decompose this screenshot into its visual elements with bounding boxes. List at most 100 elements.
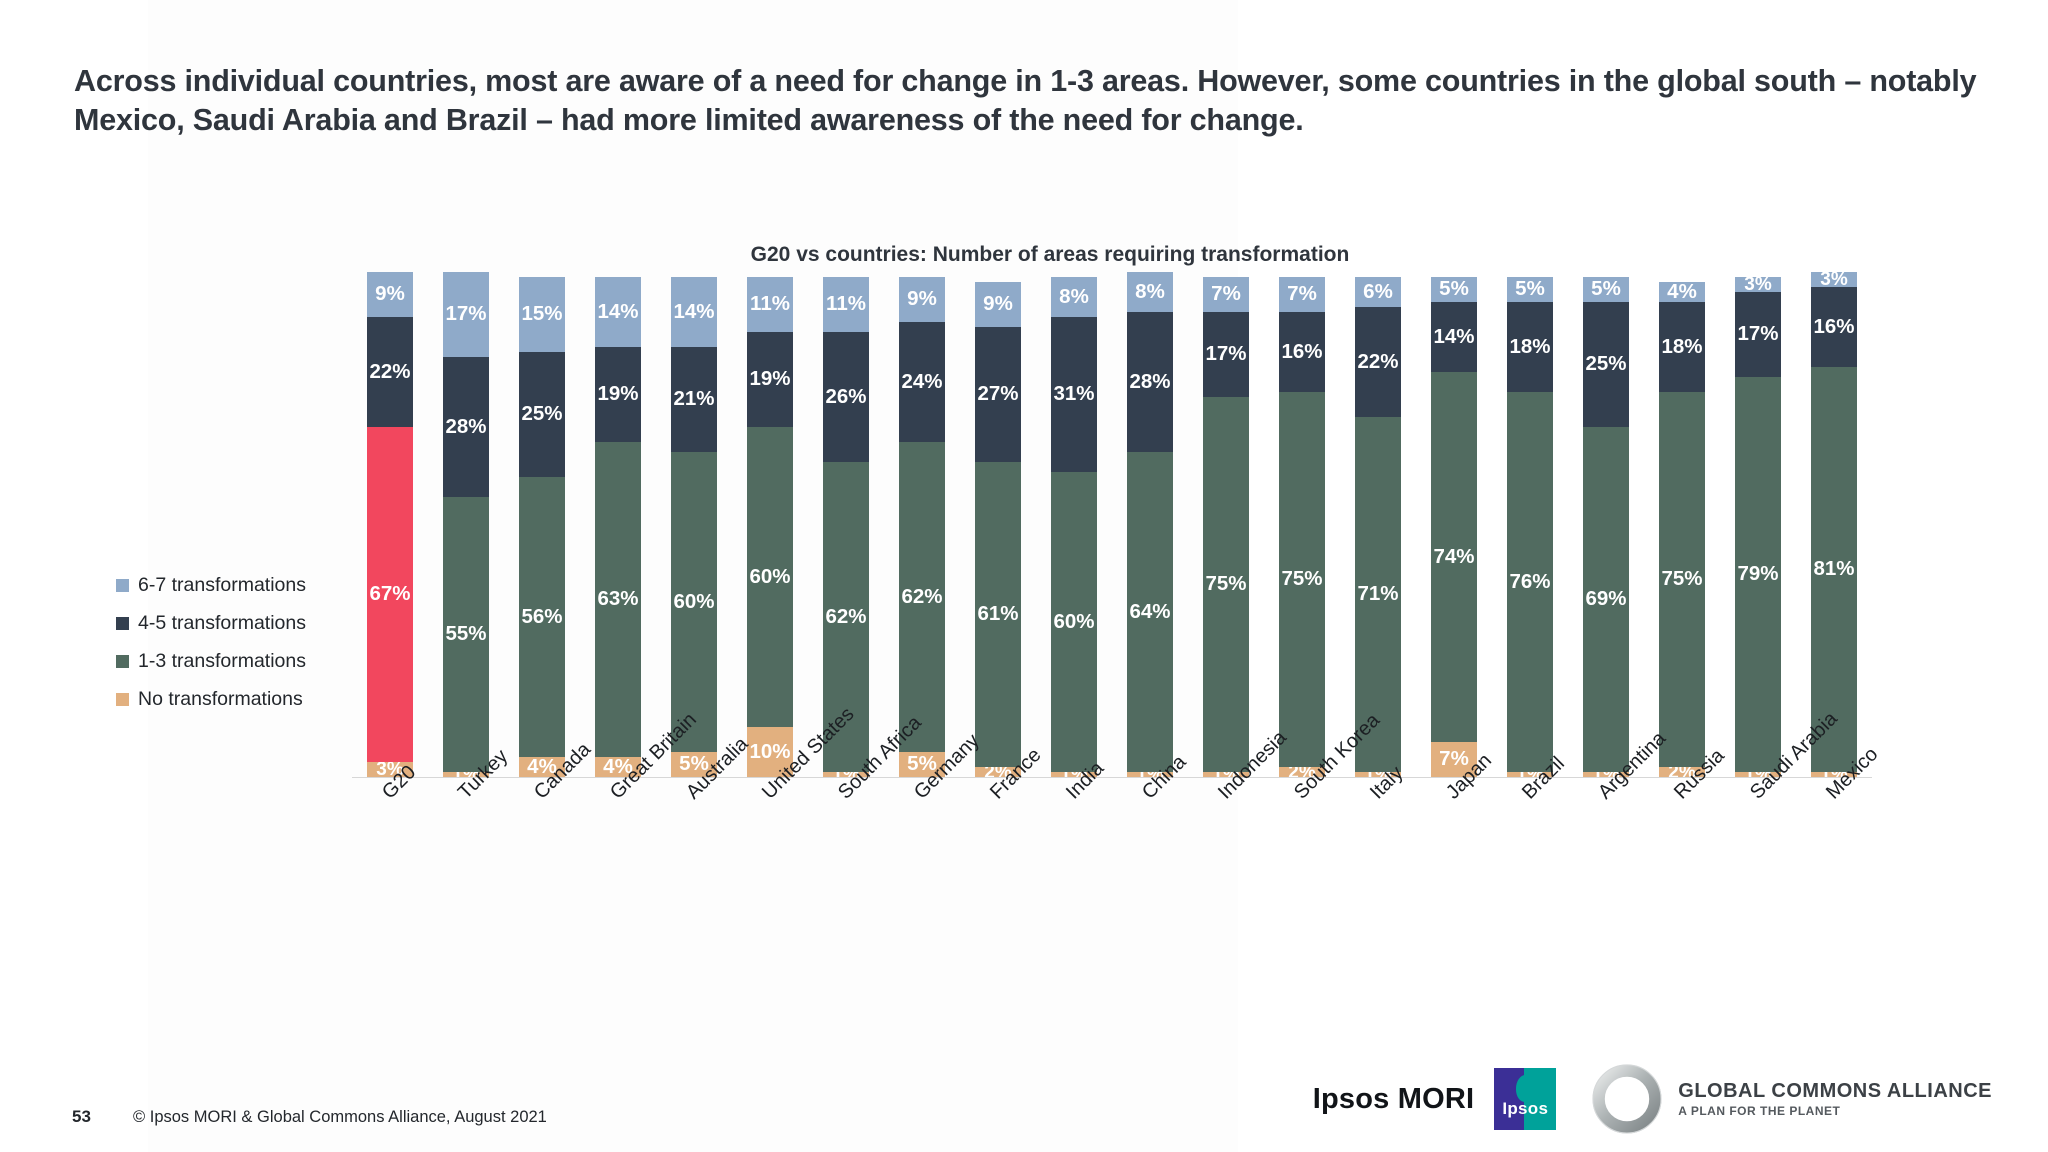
bar-segment-value: 19% (749, 367, 791, 391)
bar-segment[interactable]: 79% (1735, 377, 1781, 772)
bar-column[interactable]: 1% 55% 28% 17% (443, 272, 489, 784)
bar-column[interactable]: 1% 60% 31% 8% (1051, 277, 1097, 784)
bar-segment[interactable]: 14% (1431, 302, 1477, 372)
bar-segment[interactable]: 9% (899, 277, 945, 322)
bar-segment[interactable]: 60% (1051, 472, 1097, 772)
bar-segment[interactable]: 17% (1735, 292, 1781, 377)
bar-segment[interactable]: 56% (519, 477, 565, 757)
bar-segment[interactable]: 62% (899, 442, 945, 752)
bar-segment[interactable]: 75% (1203, 397, 1249, 772)
bar-segment-value: 56% (521, 604, 563, 628)
bar-segment[interactable]: 25% (519, 352, 565, 477)
bar-segment[interactable]: 7% (1203, 277, 1249, 312)
bar-column[interactable]: 1% 79% 17% 3% (1735, 275, 1781, 784)
bar-segment[interactable]: 3% (1811, 269, 1857, 290)
bar-segment[interactable]: 81% (1811, 367, 1857, 772)
bar-segment-value: 3% (1820, 269, 1848, 290)
bar-segment[interactable]: 26% (823, 332, 869, 462)
bar-column[interactable]: 1% 71% 22% 6% (1355, 277, 1401, 784)
bar-segment[interactable]: 19% (747, 332, 793, 427)
bar-column[interactable]: 5% 60% 21% 14% (671, 277, 717, 777)
bar-segment[interactable]: 9% (367, 272, 413, 317)
bar-segment[interactable]: 27% (975, 327, 1021, 462)
bar-segment[interactable]: 75% (1659, 392, 1705, 767)
bar-segment[interactable]: 11% (823, 277, 869, 332)
bar-segment-value: 31% (1053, 382, 1095, 406)
bar-segment[interactable]: 28% (1127, 312, 1173, 452)
bar-column[interactable]: 1% 76% 18% 5% (1507, 277, 1553, 784)
bar-segment[interactable]: 14% (595, 277, 641, 347)
bar-segment-value: 15% (521, 302, 563, 326)
bar-stack: 1% 71% 22% 6% (1355, 277, 1401, 784)
bar-segment[interactable]: 9% (975, 282, 1021, 327)
bar-segment[interactable]: 69% (1583, 427, 1629, 772)
bar-segment[interactable]: 60% (747, 427, 793, 727)
legend-item[interactable]: 1-3 transformations (116, 642, 306, 680)
bar-segment[interactable]: 4% (1659, 281, 1705, 302)
bar-column[interactable]: 1% 64% 28% 8% (1127, 272, 1173, 784)
legend-swatch-icon (116, 616, 129, 630)
bar-segment[interactable]: 17% (443, 272, 489, 357)
bar-column[interactable]: 2% 75% 16% 7% (1279, 277, 1325, 782)
bar-segment[interactable]: 5% (1507, 277, 1553, 302)
bar-column[interactable]: 4% 56% 25% 15% (519, 277, 565, 777)
bar-column[interactable]: 2% 61% 27% 9% (975, 277, 1021, 782)
bar-segment-value: 14% (673, 299, 715, 323)
bar-segment[interactable]: 63% (595, 442, 641, 757)
bar-segment[interactable]: 75% (1279, 392, 1325, 767)
bar-segment-value: 28% (1129, 369, 1171, 393)
bar-segment[interactable]: 24% (899, 322, 945, 442)
bar-segment-value: 67% (369, 582, 411, 606)
ipsos-logo-text: Ipsos (1502, 1099, 1549, 1118)
bar-segment[interactable]: 15% (519, 277, 565, 352)
legend-item[interactable]: 4-5 transformations (116, 604, 306, 642)
bar-segment-value: 9% (375, 282, 405, 306)
bar-segment[interactable]: 14% (671, 277, 717, 347)
bar-segment[interactable]: 19% (595, 347, 641, 442)
bar-segment[interactable]: 22% (367, 317, 413, 427)
bar-column[interactable]: 5% 62% 24% 9% (899, 277, 945, 777)
bar-segment[interactable]: 64% (1127, 452, 1173, 772)
bar-segment-value: 25% (521, 402, 563, 426)
bar-segment-value: 60% (1053, 609, 1095, 633)
bar-column[interactable]: 1% 81% 16% 3% (1811, 270, 1857, 784)
bar-column[interactable]: 10% 60% 19% 11% (747, 277, 793, 777)
bar-segment[interactable]: 11% (747, 277, 793, 332)
bar-column[interactable]: 1% 69% 25% 5% (1583, 277, 1629, 784)
bar-segment[interactable]: 17% (1203, 312, 1249, 397)
legend-item[interactable]: 6-7 transformations (116, 566, 306, 604)
bar-segment[interactable]: 16% (1811, 287, 1857, 367)
bar-column[interactable]: 1% 62% 26% 11% (823, 277, 869, 784)
bar-segment[interactable]: 6% (1355, 277, 1401, 307)
bar-column[interactable]: 3% 67% 22% 9% (367, 272, 413, 779)
bar-segment[interactable]: 74% (1431, 372, 1477, 742)
bar-segment[interactable]: 21% (671, 347, 717, 452)
ipsos-mori-wordmark: Ipsos MORI (1312, 1082, 1475, 1115)
bar-segment[interactable]: 16% (1279, 312, 1325, 392)
bar-column[interactable]: 2% 75% 18% 4% (1659, 277, 1705, 782)
bar-segment[interactable]: 55% (443, 497, 489, 772)
legend-item[interactable]: No transformations (116, 680, 306, 718)
bar-segment[interactable]: 61% (975, 462, 1021, 767)
bar-segment[interactable]: 8% (1051, 277, 1097, 317)
bar-segment-value: 81% (1813, 557, 1855, 581)
bar-segment[interactable]: 18% (1659, 302, 1705, 392)
bar-stack: 4% 63% 19% 14% (595, 277, 641, 777)
bar-segment-value: 75% (1661, 567, 1703, 591)
bar-segment[interactable]: 8% (1127, 272, 1173, 312)
bar-segment[interactable]: 18% (1507, 302, 1553, 392)
bar-segment[interactable]: 28% (443, 357, 489, 497)
bar-segment[interactable]: 76% (1507, 392, 1553, 772)
bar-column[interactable]: 1% 75% 17% 7% (1203, 277, 1249, 784)
bar-segment[interactable]: 60% (671, 452, 717, 752)
bar-segment[interactable]: 7% (1279, 277, 1325, 312)
bar-segment[interactable]: 22% (1355, 307, 1401, 417)
bar-segment[interactable]: 25% (1583, 302, 1629, 427)
bar-column[interactable]: 4% 63% 19% 14% (595, 277, 641, 777)
bar-segment[interactable]: 3% (1735, 275, 1781, 294)
bar-segment[interactable]: 5% (1583, 277, 1629, 302)
bar-column[interactable]: 7% 74% 14% 5% (1431, 277, 1477, 777)
bar-segment[interactable]: 5% (1431, 277, 1477, 302)
bar-segment[interactable]: 31% (1051, 317, 1097, 472)
bar-segment[interactable]: 67% (367, 427, 413, 762)
